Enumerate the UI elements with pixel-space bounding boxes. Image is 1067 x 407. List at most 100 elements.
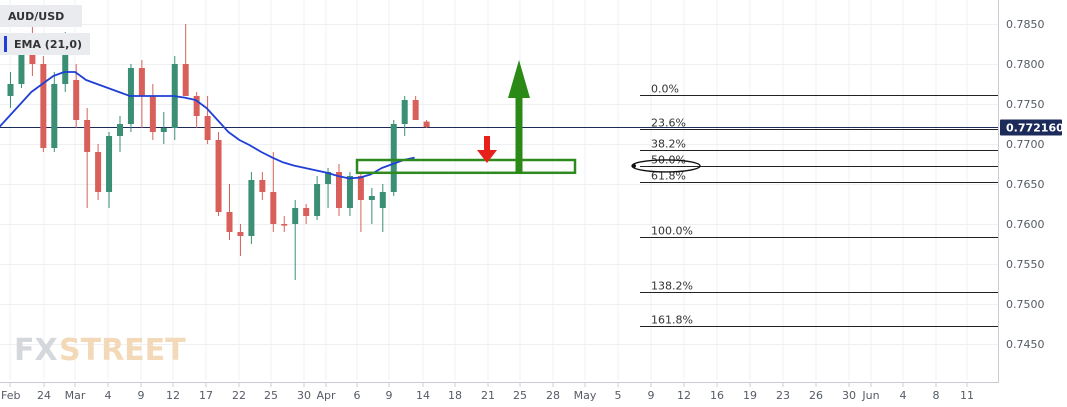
y-tick-label: 0.7700 [1006, 138, 1045, 151]
candle-bull [292, 208, 299, 224]
x-tick-label: Jun [861, 389, 879, 402]
ema-line [0, 71, 415, 180]
x-tick-label: Mar [65, 389, 86, 402]
candle-bear [138, 68, 145, 96]
x-tick-label: 21 [481, 389, 495, 402]
legend: AUD/USD EMA (21,0) [0, 5, 90, 55]
x-tick-label: 4 [900, 389, 907, 402]
candle-bull [325, 172, 332, 184]
up-arrow-shaft [515, 98, 523, 174]
x-tick-label: 25 [264, 389, 278, 402]
x-tick-label: 24 [37, 389, 51, 402]
ema-line [0, 71, 415, 180]
candle-bear [84, 120, 91, 152]
fib-label: 0.0% [651, 83, 679, 96]
y-tick-label: 0.7600 [1006, 218, 1045, 231]
x-tick-label: 12 [166, 389, 180, 402]
ema-legend-swatch [4, 36, 7, 52]
x-tick-label: Apr [316, 389, 336, 402]
x-tick-label: 19 [743, 389, 757, 402]
symbol-legend-box [0, 5, 82, 27]
candle-bear [73, 80, 80, 120]
candle-bull [106, 136, 113, 192]
candle-bull [401, 100, 408, 124]
candle-bear [95, 152, 102, 192]
x-tick-label: 5 [615, 389, 622, 402]
fibonacci-levels: 0.0%23.6%38.2%50.0%61.8%100.0%138.2%161.… [631, 83, 998, 327]
candle-bear [40, 64, 47, 148]
candle-bull [248, 180, 255, 236]
candle-bear [204, 116, 211, 140]
candle-bull [379, 192, 386, 208]
candle-bear [226, 212, 233, 232]
fib-label: 61.8% [651, 170, 686, 183]
candle-bear [303, 208, 310, 216]
watermark-street: STREET [59, 333, 186, 368]
fib-50-dot [632, 163, 636, 168]
x-tick-label: 6 [354, 389, 361, 402]
fib-label: 100.0% [651, 225, 693, 238]
fib-label: 161.8% [651, 314, 693, 327]
candle-bear [259, 180, 266, 192]
x-tick-label: 22 [232, 389, 246, 402]
y-tick-label: 0.7500 [1006, 298, 1045, 311]
symbol-label: AUD/USD [8, 10, 64, 23]
candle-bull [7, 84, 14, 96]
ema-label: EMA (21,0) [14, 38, 82, 51]
candle-bear [149, 96, 156, 132]
x-tick-label: 28 [546, 389, 560, 402]
fib-label: 138.2% [651, 280, 693, 293]
x-tick-label: 18 [448, 389, 462, 402]
candle-bull [346, 176, 353, 208]
y-tick-label: 0.7750 [1006, 98, 1045, 111]
support-zone [355, 158, 577, 175]
watermark: FX STREET [14, 333, 186, 368]
x-tick-label: 9 [648, 389, 655, 402]
candle-bear [412, 100, 419, 120]
candle-bear [215, 140, 222, 212]
candle-bear [270, 192, 277, 224]
y-tick-label: 0.7550 [1006, 258, 1045, 271]
candles [7, 24, 430, 280]
down-arrow-shaft [484, 136, 490, 150]
candle-bull [160, 128, 167, 132]
y-tick-label: 0.7650 [1006, 178, 1045, 191]
candle-bull [18, 44, 25, 84]
y-tick-label: 0.7800 [1006, 58, 1045, 71]
candle-bear [281, 224, 288, 226]
x-tick-label: May [574, 389, 597, 402]
candle-bear [423, 121, 430, 128]
candle-bull [62, 40, 69, 84]
x-tick-label: 16 [710, 389, 724, 402]
candle-bull [390, 124, 397, 192]
x-tick-label: 4 [105, 389, 112, 402]
ema-legend-box [0, 33, 90, 55]
candle-bull [314, 184, 321, 216]
x-tick-label: Feb [1, 389, 20, 402]
candle-bull [117, 124, 123, 136]
x-tick-label: 17 [199, 389, 213, 402]
x-tick-label: 23 [776, 389, 790, 402]
current-price-tag [1000, 119, 1062, 136]
x-tick-label: 11 [960, 389, 974, 402]
candle-bull [51, 84, 58, 148]
candle-bear [182, 64, 189, 96]
down-arrow-head [477, 150, 497, 163]
x-tick-label: 9 [138, 389, 145, 402]
x-tick-label: 12 [677, 389, 691, 402]
x-tick-label: 30 [297, 389, 311, 402]
up-arrow-head [508, 60, 530, 98]
x-tick-label: 26 [809, 389, 823, 402]
fib-label: 23.6% [651, 117, 686, 130]
y-tick-label: 0.7850 [1006, 18, 1045, 31]
current-price-value: 0.772160 [1006, 122, 1064, 135]
x-tick-label: 30 [842, 389, 856, 402]
fib-label: 38.2% [651, 138, 686, 151]
candle-bull [368, 196, 375, 200]
annotations [355, 60, 577, 175]
x-tick-label: 9 [386, 389, 393, 402]
grid [0, 0, 998, 380]
